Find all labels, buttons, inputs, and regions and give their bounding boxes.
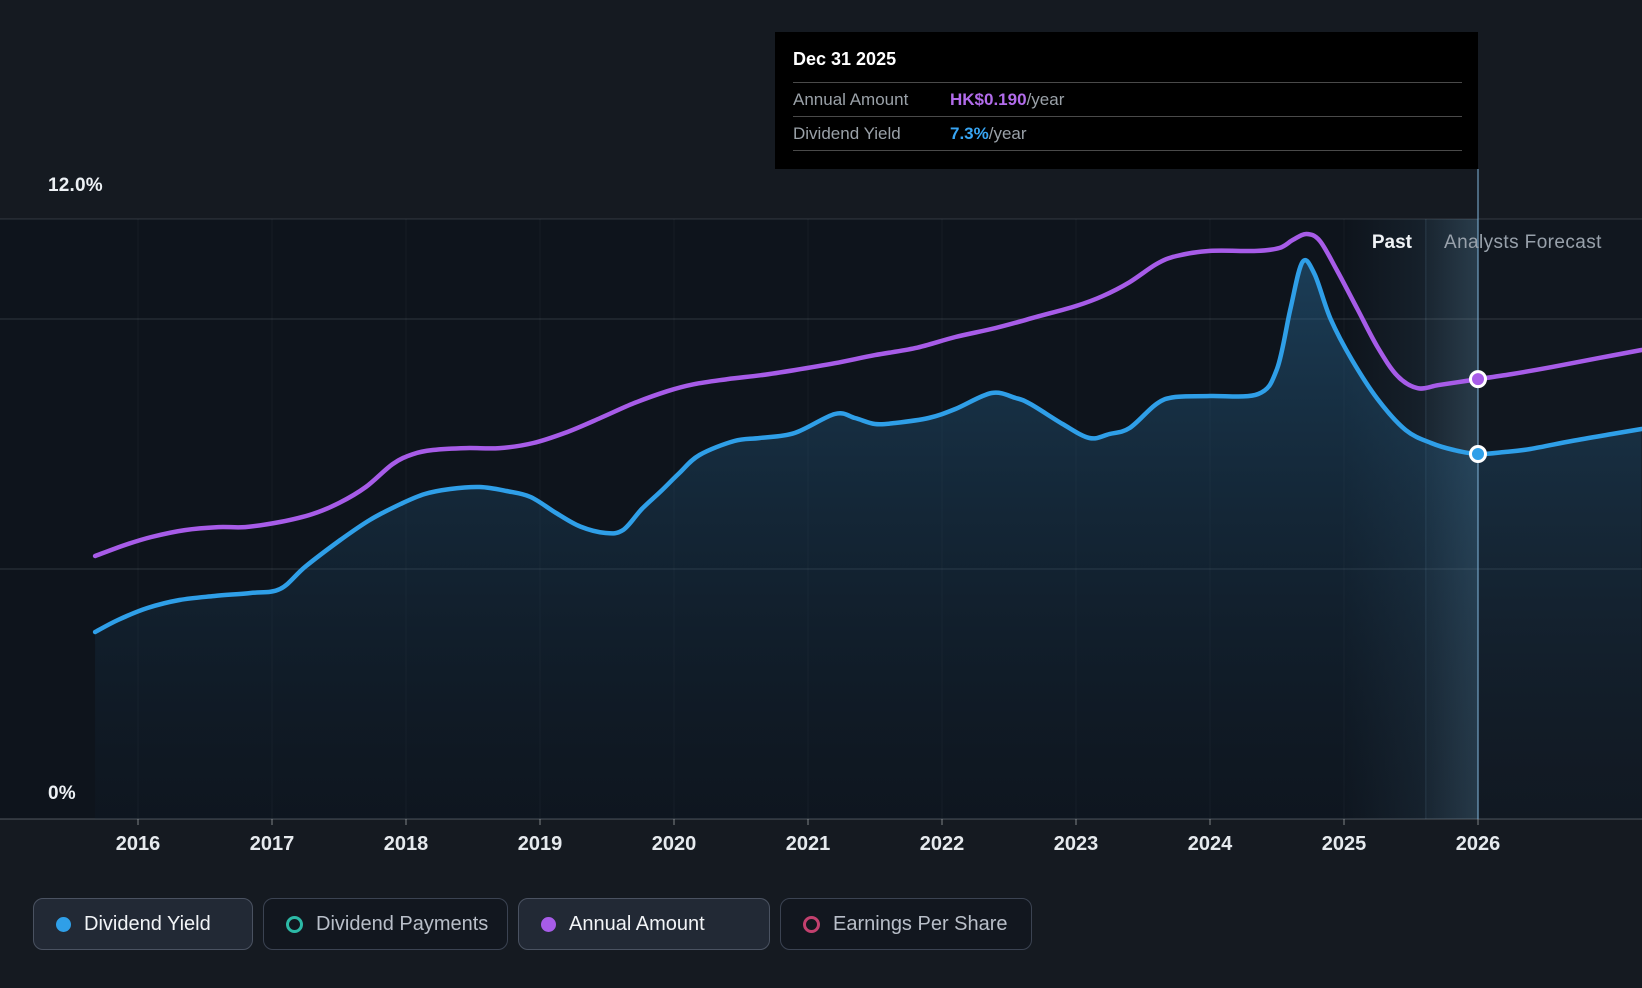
x-axis-label-2016: 2016 [115, 833, 161, 855]
legend: Dividend Yield Dividend Payments Annual … [0, 898, 1642, 950]
tooltip-row-dividend-yield: Dividend Yield 7.3% /year [793, 117, 1462, 151]
tooltip-row-annual-amount: Annual Amount HK$0.190 /year [793, 83, 1462, 117]
y-axis-label-max: 12.0% [48, 175, 103, 196]
x-axis-label-2020: 2020 [651, 833, 697, 855]
legend-button-dividend-yield[interactable]: Dividend Yield [33, 898, 253, 950]
x-axis-label-2026: 2026 [1455, 833, 1501, 855]
x-axis-label-2024: 2024 [1187, 833, 1233, 855]
dividend-yield-marker-dot [1469, 445, 1487, 463]
tooltip-annual-amount-suffix: /year [1026, 89, 1065, 109]
tooltip-annual-amount-label: Annual Amount [793, 89, 909, 109]
tooltip-annual-amount-value: HK$0.190 [950, 89, 1027, 109]
tooltip-dividend-yield-suffix: /year [988, 123, 1027, 143]
annual-amount-dot-icon [541, 916, 556, 932]
tooltip-date-title: Dec 31 2025 [793, 32, 1462, 83]
annual-amount-line [92, 231, 1642, 559]
x-axis-label-2021: 2021 [785, 833, 831, 855]
legend-label: Annual Amount [569, 912, 705, 935]
x-axis-label-2025: 2025 [1321, 833, 1367, 855]
tooltip-dividend-yield-label: Dividend Yield [793, 123, 901, 143]
legend-button-dividend-payments[interactable]: Dividend Payments [263, 898, 508, 950]
legend-label: Earnings Per Share [833, 912, 1008, 935]
y-axis-label-zero: 0% [48, 783, 76, 804]
dividend-yield-area [95, 260, 1642, 819]
dividend-yield-dot-icon [56, 916, 71, 932]
earnings-per-share-ring-icon [803, 915, 820, 933]
legend-label: Dividend Payments [316, 912, 489, 935]
hover-tooltip: Dec 31 2025 Annual Amount HK$0.190 /year… [775, 32, 1478, 169]
analysts-forecast-region-label: Analysts Forecast [1444, 232, 1602, 253]
dividend-yield-line [92, 257, 1642, 635]
x-axis-label-2023: 2023 [1053, 833, 1099, 855]
x-axis-label-2019: 2019 [517, 833, 563, 855]
annual-amount-marker-dot [1469, 370, 1487, 389]
tooltip-dividend-yield-value: 7.3% [950, 123, 989, 143]
legend-button-annual-amount[interactable]: Annual Amount [518, 898, 770, 950]
x-axis-label-2018: 2018 [383, 833, 429, 855]
legend-label: Dividend Yield [84, 912, 211, 935]
past-region-label: Past [1371, 232, 1412, 253]
legend-button-earnings-per-share[interactable]: Earnings Per Share [780, 898, 1032, 950]
x-axis-label-2022: 2022 [919, 833, 965, 855]
axis-tick-marks [137, 819, 1479, 825]
x-axis-label-2017: 2017 [249, 833, 295, 855]
dividend-payments-ring-icon [286, 915, 303, 933]
